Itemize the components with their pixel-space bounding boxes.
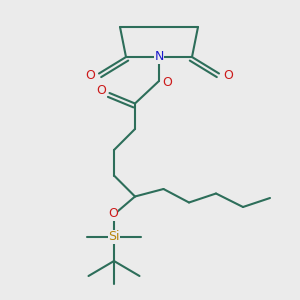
Text: O: O (163, 76, 172, 89)
Text: O: O (108, 207, 118, 220)
Text: Si: Si (108, 230, 120, 244)
Text: O: O (85, 69, 95, 82)
Text: O: O (96, 84, 106, 97)
Text: N: N (154, 50, 164, 64)
Text: O: O (223, 69, 233, 82)
